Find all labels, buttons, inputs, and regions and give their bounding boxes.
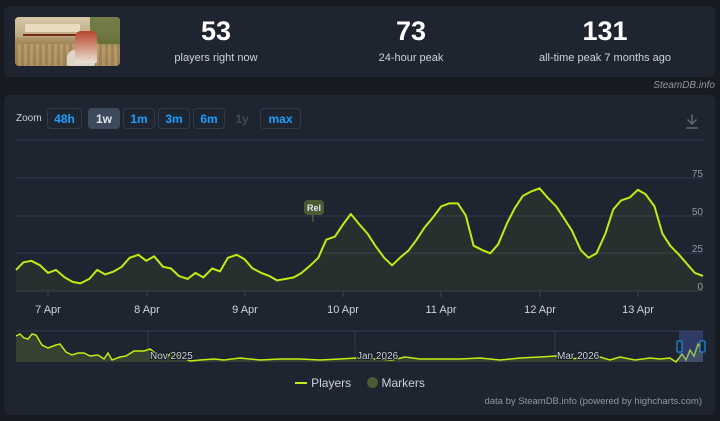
stat-label: all-time peak 7 months ago	[538, 52, 672, 64]
stat-all-time-peak: 131 all-time peak 7 months ago	[530, 14, 680, 65]
stat-label: 24-hour peak	[378, 52, 444, 64]
stat-value: 53	[200, 16, 232, 46]
zoom-button-48h[interactable]: 48h	[47, 108, 82, 129]
zoom-button-3m[interactable]: 3m	[158, 108, 190, 129]
stat-value: 73	[395, 16, 427, 46]
steamdb-watermark[interactable]: SteamDB.info	[653, 80, 715, 91]
stat-value: 131	[582, 16, 628, 46]
download-icon[interactable]	[684, 112, 700, 130]
legend-item-players[interactable]: Players	[295, 376, 351, 390]
zoom-label: Zoom	[16, 113, 42, 124]
game-cover-image	[15, 17, 120, 66]
legend-item-markers[interactable]: Markers	[366, 376, 425, 390]
zoom-button-max[interactable]: max	[260, 108, 301, 129]
chart-legend: Players Markers	[0, 376, 720, 390]
zoom-button-1m[interactable]: 1m	[123, 108, 155, 129]
stat-24h-peak: 73 24-hour peak	[361, 14, 461, 65]
chart-panel	[4, 95, 715, 415]
line-swatch-icon	[295, 381, 308, 384]
zoom-button-1y: 1y	[235, 112, 249, 126]
stat-current-players: 53 players right now	[166, 14, 266, 65]
summary-card	[4, 6, 715, 77]
stat-label: players right now	[174, 52, 258, 64]
zoom-button-1w[interactable]: 1w	[88, 108, 120, 129]
zoom-button-6m[interactable]: 6m	[193, 108, 225, 129]
dot-swatch-icon	[366, 377, 378, 389]
chart-credits[interactable]: data by SteamDB.info (powered by highcha…	[484, 396, 702, 407]
